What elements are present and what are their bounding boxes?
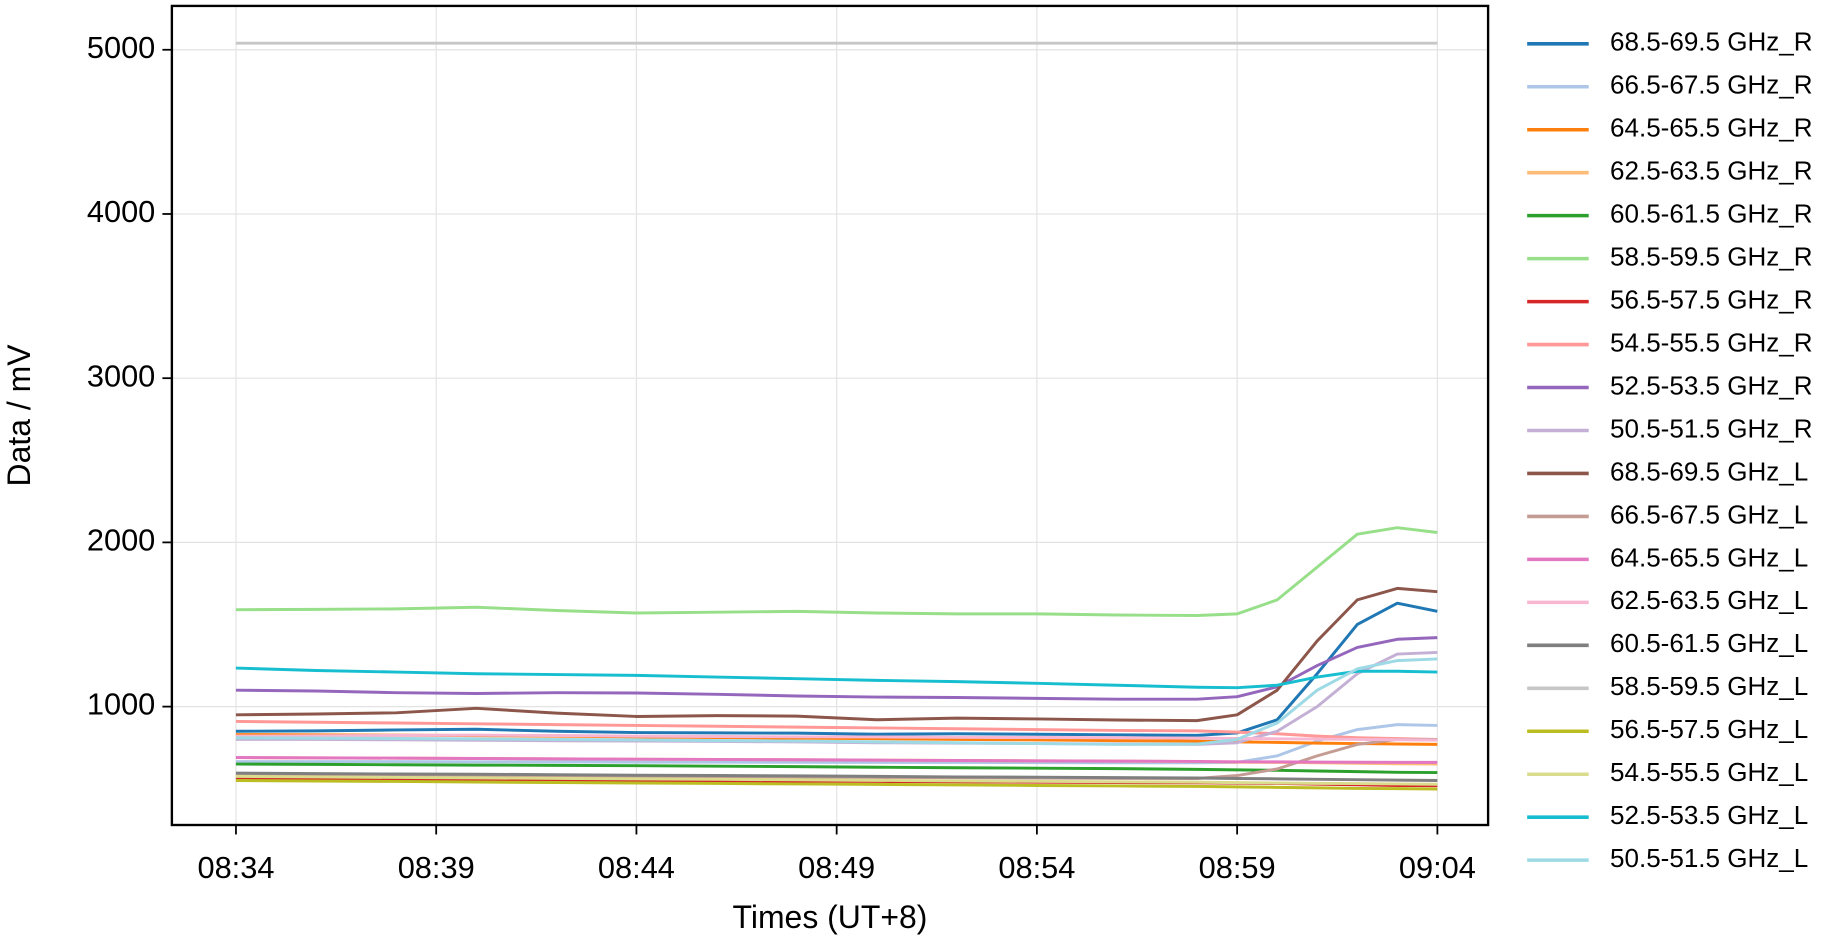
series-line — [235, 762, 1438, 775]
legend-label: 68.5-69.5 GHz_L — [1610, 456, 1808, 486]
y-tick-label: 3000 — [87, 358, 155, 393]
x-tick-label: 08:54 — [998, 850, 1075, 885]
x-axis-label: Times (UT+8) — [733, 899, 928, 935]
x-tick-label: 08:59 — [1199, 850, 1276, 885]
series-line — [235, 774, 1438, 786]
series-line — [235, 601, 1438, 737]
legend-label: 54.5-55.5 GHz_R — [1610, 327, 1813, 357]
legend-label: 56.5-57.5 GHz_L — [1610, 714, 1808, 744]
y-tick-label: 2000 — [87, 523, 155, 558]
x-tick-label: 09:04 — [1399, 850, 1476, 885]
series-line — [235, 526, 1438, 617]
legend-label: 62.5-63.5 GHz_R — [1610, 156, 1813, 186]
legend-label: 60.5-61.5 GHz_L — [1610, 628, 1808, 658]
series-line — [235, 657, 1438, 746]
legend-label: 52.5-53.5 GHz_L — [1610, 800, 1808, 830]
legend-label: 58.5-59.5 GHz_L — [1610, 671, 1808, 701]
series-line — [235, 733, 1438, 742]
series-line — [235, 586, 1438, 723]
legend-label: 64.5-65.5 GHz_L — [1610, 542, 1808, 572]
legend-label: 62.5-63.5 GHz_L — [1610, 585, 1808, 615]
x-tick-label: 08:44 — [598, 850, 675, 885]
legend-label: 60.5-61.5 GHz_R — [1610, 199, 1813, 229]
series-line — [235, 756, 1438, 764]
x-tick-label: 08:49 — [798, 850, 875, 885]
legend-label: 66.5-67.5 GHz_R — [1610, 70, 1813, 100]
x-tick-label: 08:39 — [398, 850, 475, 885]
legend-label: 50.5-51.5 GHz_L — [1610, 843, 1808, 873]
legend-label: 50.5-51.5 GHz_R — [1610, 413, 1813, 443]
legend-label: 56.5-57.5 GHz_R — [1610, 284, 1813, 314]
x-tick-label: 08:34 — [197, 850, 274, 885]
series-line — [235, 771, 1438, 782]
legend-label: 58.5-59.5 GHz_R — [1610, 242, 1813, 272]
y-axis-label: Data / mV — [1, 344, 37, 487]
y-tick-label: 4000 — [87, 194, 155, 229]
series-line — [235, 779, 1438, 791]
legend-label: 64.5-65.5 GHz_R — [1610, 113, 1813, 143]
legend-label: 54.5-55.5 GHz_L — [1610, 757, 1808, 787]
series-line — [235, 719, 1438, 741]
y-tick-label: 5000 — [87, 30, 155, 65]
series-line — [235, 636, 1438, 701]
plot-frame — [170, 4, 1490, 827]
series-line — [235, 666, 1438, 690]
legend-label: 68.5-69.5 GHz_R — [1610, 27, 1813, 57]
legend-label: 52.5-53.5 GHz_R — [1610, 370, 1813, 400]
series-line — [235, 723, 1438, 765]
legend-label: 66.5-67.5 GHz_L — [1610, 499, 1808, 529]
y-tick-label: 1000 — [87, 687, 155, 722]
